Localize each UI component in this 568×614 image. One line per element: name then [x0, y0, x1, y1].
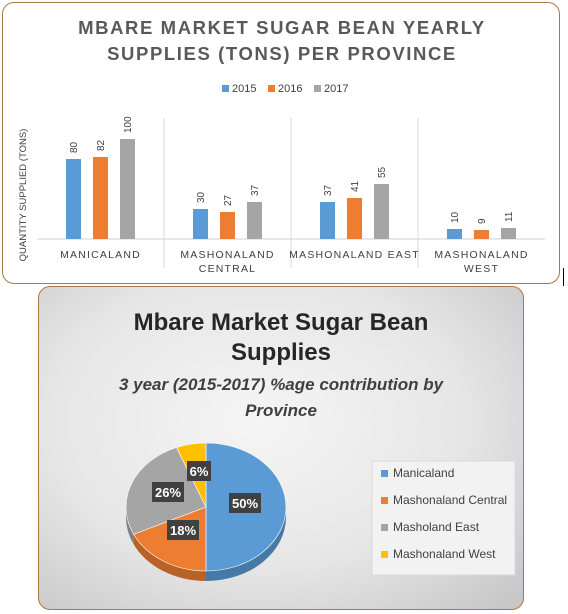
bar-value-label: 9: [477, 218, 488, 224]
pie-side-2: [126, 507, 134, 545]
bar-2016-3: [474, 230, 489, 239]
bar-value-label: 11: [504, 211, 515, 222]
pie-label-box-1: [167, 520, 199, 540]
bar-2017-2: [374, 184, 389, 239]
pie-side-1: [133, 534, 206, 581]
bar-value-label: 55: [377, 166, 388, 178]
pie-label-box-0: [229, 493, 261, 513]
bar-2017-0: [120, 139, 135, 239]
bar-value-label: 80: [69, 141, 80, 153]
bar-chart-legend: 2015 2016 2017: [222, 83, 348, 95]
bar-chart-title-line-1: MBARE MARKET SUGAR BEAN YEARLY: [78, 17, 486, 38]
pie-legend-swatch-0: [381, 470, 388, 477]
pie-value-label-0: 50%: [232, 496, 258, 511]
bar-2017-1: [247, 202, 262, 239]
pie-legend-swatch-3: [381, 551, 388, 558]
category-label: MANICALAND: [60, 249, 141, 261]
category-label: MASHONALAND: [434, 249, 528, 261]
category-labels: MANICALAND MASHONALAND CENTRAL MASHONALAND …: [60, 249, 528, 275]
bar-value-label: 30: [196, 191, 207, 203]
pie-legend-label-1: Mashonaland Central: [393, 493, 507, 507]
pie-chart-title-line-2: Supplies: [231, 339, 331, 366]
pie-chart-title-line-1: Mbare Market Sugar Bean: [134, 309, 429, 336]
legend-label-2017: 2017: [324, 83, 348, 95]
bar-2016-0: [93, 157, 108, 239]
pie-chart-subtitle-line-1: 3 year (2015-2017) %age contribution by: [119, 375, 445, 394]
pie-legend-label-0: Manicaland: [393, 466, 454, 480]
legend-label-2016: 2016: [278, 83, 302, 95]
pie-legend-label-3: Mashonaland West: [393, 547, 496, 561]
bar-marks: [66, 139, 516, 239]
legend-swatch-2016: [268, 85, 275, 92]
category-label: CENTRAL: [199, 263, 256, 275]
pie-value-label-3: 6%: [190, 464, 209, 479]
bar-value-label: 27: [223, 194, 234, 206]
bar-value-label: 82: [96, 139, 107, 151]
category-separators: [163, 118, 419, 268]
bar-2017-3: [501, 228, 516, 239]
pie-chart-legend: Manicaland Mashonaland Central Masholand E…: [381, 466, 507, 561]
bar-2015-1: [193, 209, 208, 239]
pie-label-box-3: [187, 461, 211, 481]
bar-2015-0: [66, 159, 81, 239]
pie-legend-swatch-1: [381, 497, 388, 504]
bar-value-label: 37: [323, 184, 334, 196]
pie-side-0: [206, 507, 286, 581]
pie-chart-subtitle-line-2: Province: [245, 401, 317, 420]
category-label: WEST: [464, 263, 499, 275]
bar-2016-1: [220, 212, 235, 239]
bar-value-labels: 80 82 100 30 27 37 37 41 55 10 9 11: [69, 116, 515, 224]
bar-value-label: 100: [123, 116, 134, 133]
panel-edge-line: [563, 268, 564, 286]
y-axis-label: QUANTITY SUPPLIED (TONS): [18, 129, 29, 262]
pie-value-label-2: 26%: [155, 485, 181, 500]
category-label: MASHONALAND: [180, 249, 274, 261]
pie-label-box-2: [152, 482, 184, 502]
pie-depth: [126, 507, 286, 581]
pie-chart: Mbare Market Sugar Bean Supplies 3 year …: [119, 309, 516, 581]
bar-2015-3: [447, 229, 462, 239]
category-label: MASHONALAND EAST: [289, 249, 420, 261]
bar-value-label: 37: [250, 184, 261, 196]
pie-legend-swatch-2: [381, 524, 388, 531]
bar-2016-2: [347, 198, 362, 239]
bar-value-label: 10: [450, 211, 461, 223]
bar-2015-2: [320, 202, 335, 239]
legend-label-2015: 2015: [232, 83, 256, 95]
bar-chart-title-line-2: SUPPLIES (TONS) PER PROVINCE: [107, 43, 457, 64]
bar-value-label: 41: [350, 180, 361, 192]
legend-swatch-2015: [222, 85, 229, 92]
pie-value-labels: 50% 18% 26% 6%: [152, 461, 261, 540]
pie-value-label-1: 18%: [170, 523, 196, 538]
pie-legend-label-2: Masholand East: [393, 520, 480, 534]
bar-chart: MBARE MARKET SUGAR BEAN YEARLY SUPPLIES …: [18, 17, 545, 275]
pie-legend-box: [371, 460, 516, 576]
legend-swatch-2017: [314, 85, 321, 92]
